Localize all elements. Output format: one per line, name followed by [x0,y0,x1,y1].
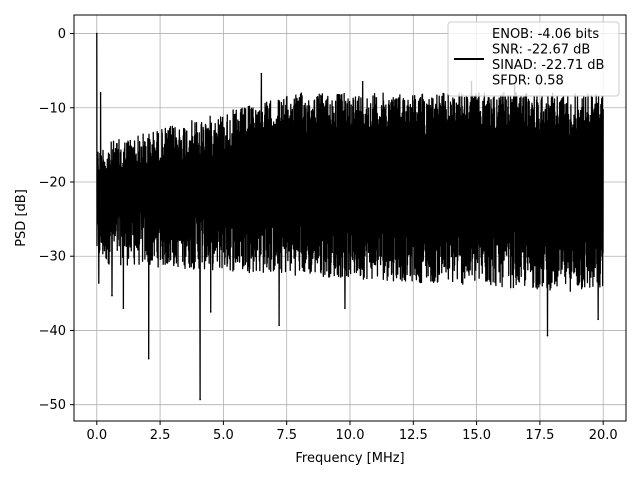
y-tick-label: −10 [39,101,66,116]
data-layer [95,32,604,401]
psd-spike-point [344,307,346,309]
legend-entry-sinad: SINAD: -22.71 dB [492,58,604,73]
x-tick-label: 15.0 [462,428,491,443]
psd-series-line [96,33,604,401]
x-axis-label: Frequency [MHz] [295,451,404,466]
legend-box [447,21,620,97]
x-tick-label: 0.0 [86,428,107,443]
psd-spike-point [260,72,263,75]
legend-entry-enob: ENOB: -4.06 bits [492,27,599,42]
tick-layer: 0.0 2.5 5.0 7.5 10.0 12.5 15.0 17.5 20.0 0 −10 −20 −… [39,27,618,443]
psd-spike-point [95,32,98,35]
x-tick-label: 10.0 [336,428,365,443]
x-tick-label: 5.0 [213,428,234,443]
x-tick-label: 7.5 [276,428,297,443]
x-tick-label: 20.0 [589,428,618,443]
psd-spike-point [278,324,280,327]
psd-spike-point [597,318,599,321]
y-tick-label: −20 [39,176,66,191]
legend-entry-snr: SNR: -22.67 dB [492,43,590,58]
legend: ENOB: -4.06 bits SNR: -22.67 dB SINAD: -… [447,21,620,97]
y-tick-label: 0 [58,27,66,42]
legend-entry-sfdr: SFDR: 0.58 [492,74,564,89]
psd-spike-point [99,92,102,94]
x-tick-label: 17.5 [525,428,554,443]
psd-spike-point [361,81,364,83]
psd-spike-point [199,398,201,401]
psd-spike-point [111,294,113,297]
psd-spike-point [209,311,212,313]
y-tick-label: −30 [39,250,66,265]
x-tick-label: 2.5 [150,428,171,443]
y-axis-label: PSD [dB] [14,189,29,247]
y-tick-label: −50 [39,398,66,413]
psd-spike-point [98,282,100,284]
psd-spike-point [122,307,125,309]
y-tick-label: −40 [39,324,66,339]
x-tick-label: 12.5 [399,428,428,443]
psd-spike-point [147,357,150,360]
psd-spike-point [97,158,99,161]
psd-spike-point [546,334,549,337]
